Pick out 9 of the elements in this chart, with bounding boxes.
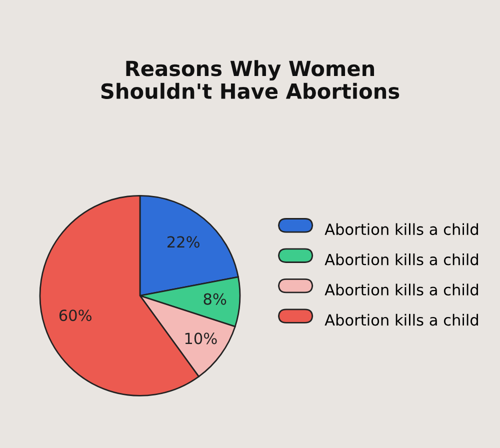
data-label: 8% (204, 293, 226, 305)
chart-title: Reasons Why Women Shouldn't Have Abortions (101, 60, 400, 100)
legend-label: Abortion kills a child (324, 223, 478, 236)
data-label: 60% (59, 310, 92, 322)
legend-label: Abortion kills a child (324, 284, 478, 296)
data-label: 22% (167, 236, 200, 248)
legend-label: Abortion kills a child (324, 253, 478, 266)
data-label: 10% (185, 332, 217, 344)
legend-label: Abortion kills a child (324, 314, 478, 326)
